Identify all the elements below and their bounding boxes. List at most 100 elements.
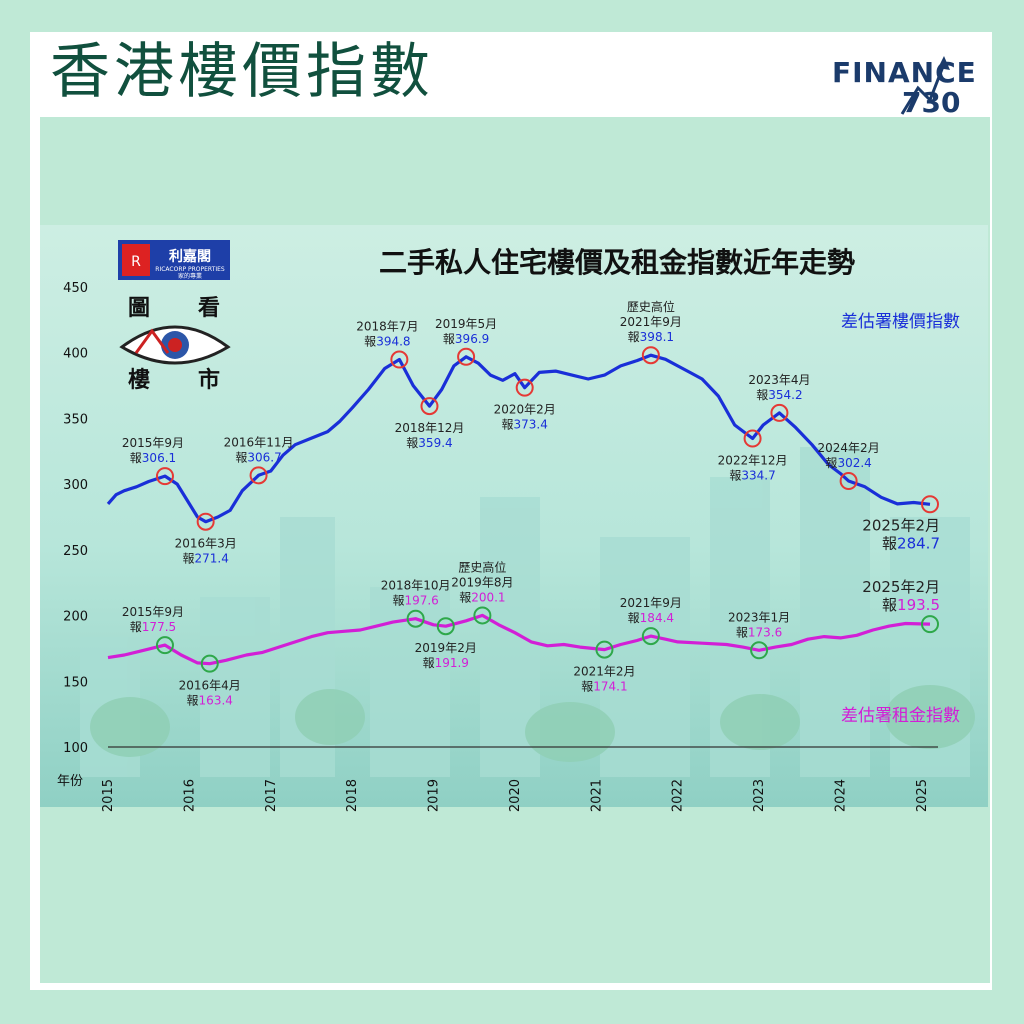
logo-char-4: 市 [198, 367, 220, 393]
data-point-marker [770, 403, 789, 422]
series-lines [106, 353, 931, 666]
annotation-label: 2020年2月 [494, 403, 556, 417]
annotation-label: 歷史高位 [458, 559, 506, 574]
annotation-value: 報354.2 [756, 388, 802, 402]
x-tick-label: 2023 [752, 779, 767, 812]
x-tick-label: 2022 [671, 779, 686, 812]
x-tick-label: 2015 [101, 779, 116, 812]
annotation-value: 報173.6 [736, 625, 782, 639]
annotation-label: 2025年2月 [862, 516, 940, 534]
data-point-marker [200, 654, 219, 673]
annotation-label: 2015年9月 [122, 605, 184, 619]
annotation-label: 2021年2月 [573, 665, 635, 679]
x-axis-ticks: 2015 2016 2017 2018 2019 2020 2021 2022 2023 2024… [101, 779, 930, 812]
annotation-value: 報193.5 [882, 596, 940, 614]
y-tick-label: 350 [63, 412, 88, 427]
page-title: 香港樓價指數 [50, 37, 434, 107]
x-tick-label: 2019 [427, 779, 442, 812]
annotation-value: 報163.4 [187, 694, 233, 708]
annotation-value: 報396.9 [443, 332, 489, 346]
annotation-value: 報177.5 [130, 620, 176, 634]
annotation-label: 2019年8月 [451, 575, 513, 589]
series-markers [155, 346, 939, 673]
data-point-marker [641, 346, 660, 365]
y-axis-ticks: 100 150 200 250 300 350 400 450 [63, 281, 88, 756]
logo-mark-icon: R [131, 254, 141, 270]
annotation-value: 報271.4 [182, 552, 228, 566]
brand-number: 730 [902, 86, 961, 119]
annotation-label: 2023年1月 [728, 610, 790, 624]
logo-company-sub: 家的專業 [178, 272, 202, 280]
data-point-marker [743, 429, 762, 448]
annotation-label: 2025年2月 [862, 578, 940, 596]
y-tick-label: 200 [63, 610, 88, 625]
x-tick-label: 2021 [589, 779, 604, 812]
annotation-value: 報398.1 [628, 330, 674, 344]
data-point-marker [155, 467, 174, 486]
logo-char-2: 看 [198, 296, 220, 321]
data-point-marker [155, 636, 174, 655]
chart: R 利嘉閣 RICACORP PROPERTIES 家的專業 圖 看 樓 市 二… [40, 225, 988, 812]
tree-decoration [90, 685, 975, 762]
annotation-value: 報174.1 [581, 680, 627, 694]
annotation-label: 2018年12月 [395, 421, 465, 435]
data-point-marker [436, 617, 455, 636]
annotation-label: 2024年2月 [818, 441, 880, 455]
y-tick-label: 100 [63, 741, 88, 756]
data-point-marker [420, 397, 439, 416]
annotation-label: 2018年10月 [381, 579, 451, 593]
annotation-value: 報373.4 [502, 418, 548, 432]
annotation-value: 報334.7 [729, 469, 775, 483]
data-point-marker [641, 627, 660, 646]
data-point-marker [595, 640, 614, 659]
annotation-label: 2022年12月 [718, 454, 788, 468]
annotation-label: 2016年4月 [179, 679, 241, 693]
legend-rent-index: 差估署租金指數 [841, 706, 960, 726]
logo-char-1: 圖 [128, 296, 150, 321]
data-point-marker [921, 495, 939, 514]
brand-logo: FINANCE 730 [832, 52, 982, 122]
data-point-marker [515, 378, 534, 397]
annotation-label: 歷史高位 [627, 299, 675, 314]
annotation-label: 2015年9月 [122, 436, 184, 450]
brand-arrow-icon [900, 56, 950, 115]
annotation-value: 報394.8 [364, 335, 410, 349]
annotation-value: 報200.1 [459, 590, 505, 604]
chart-title: 二手私人住宅樓價及租金指數近年走勢 [379, 246, 855, 279]
eye-logo: 圖 看 樓 市 [119, 296, 231, 393]
x-tick-label: 2016 [182, 779, 197, 812]
annotation-value: 報302.4 [825, 456, 871, 470]
y-tick-label: 400 [63, 347, 88, 362]
data-point-marker [457, 347, 476, 366]
company-logo: R 利嘉閣 RICACORP PROPERTIES 家的專業 [118, 240, 230, 280]
x-tick-label: 2017 [264, 779, 279, 812]
x-tick-label: 2025 [915, 779, 930, 812]
legend-price-index: 差估署樓價指數 [841, 312, 960, 332]
annotation-label: 2019年2月 [415, 641, 477, 655]
annotation-value: 報197.6 [392, 594, 438, 608]
series-line-price [106, 353, 931, 524]
x-tick-label: 2020 [508, 779, 523, 812]
series-line-rent [107, 613, 931, 666]
data-point-marker [921, 615, 939, 634]
annotation-value: 報359.4 [406, 436, 452, 450]
y-tick-label: 250 [63, 544, 88, 559]
data-point-marker [249, 466, 268, 485]
x-tick-label: 2018 [345, 779, 360, 812]
x-tick-label: 2024 [833, 779, 848, 812]
logo-char-3: 樓 [128, 368, 150, 393]
y-tick-label: 150 [63, 675, 88, 690]
annotation-value: 報184.4 [628, 611, 674, 625]
data-point-marker [390, 350, 409, 369]
y-tick-label: 300 [63, 478, 88, 493]
y-tick-label: 450 [63, 281, 88, 296]
logo-company-en: RICACORP PROPERTIES [155, 266, 225, 273]
data-point-marker [473, 606, 492, 625]
annotation-label: 2018年7月 [356, 320, 418, 334]
annotation-value: 報306.7 [235, 450, 281, 464]
logo-company: 利嘉閣 [169, 248, 211, 265]
brand-word: FINANCE [832, 56, 977, 89]
chart-frame: R 利嘉閣 RICACORP PROPERTIES 家的專業 圖 看 樓 市 二… [40, 117, 990, 983]
data-point-marker [196, 512, 215, 531]
